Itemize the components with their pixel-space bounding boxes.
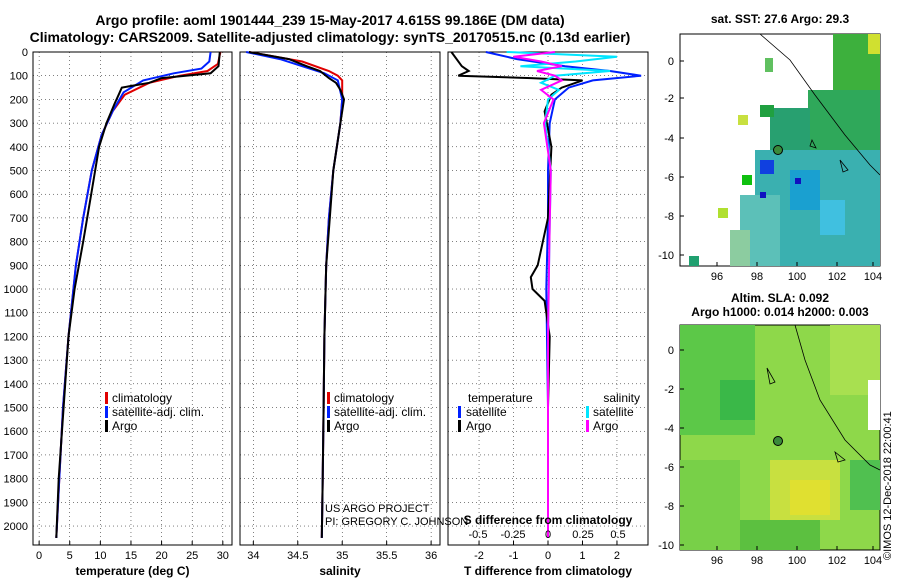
legend-swatch bbox=[327, 392, 330, 404]
x-tick-label: -1 bbox=[509, 550, 519, 562]
credit-line-2: PI: GREGORY C. JOHNSON bbox=[325, 516, 468, 528]
legend-swatch bbox=[105, 420, 108, 432]
series-line bbox=[450, 51, 583, 538]
top-tick-label: 0.25 bbox=[572, 529, 593, 541]
plot-frame bbox=[32, 51, 233, 546]
legend-swatch bbox=[586, 420, 589, 432]
legend-title: temperature bbox=[468, 391, 533, 405]
legend-label: climatology bbox=[334, 391, 394, 405]
copyright-stamp: ©IMOS 12-Dec-2018 22:00:41 bbox=[882, 411, 894, 560]
legend-label: satellite-adj. clim. bbox=[112, 405, 204, 419]
x-axis-label: temperature (deg C) bbox=[75, 564, 189, 578]
depth-tick-label: 300 bbox=[10, 118, 28, 130]
legend-label: Argo bbox=[593, 419, 619, 433]
temperature-panel: 0 5 10 15 20 25 30 temperature (deg C) climatolo… bbox=[32, 51, 233, 578]
top-axis-label: S difference from climatology bbox=[464, 513, 633, 527]
sst-map-title: sat. SST: 27.6 Argo: 29.3 bbox=[710, 12, 850, 26]
x-tick-label: 35 bbox=[336, 550, 348, 562]
top-tick-label: -0.25 bbox=[500, 529, 525, 541]
depth-tick-label: 1600 bbox=[4, 426, 28, 438]
difference-panel: -2 -1 0 1 2 T difference from climatology temp… bbox=[447, 51, 649, 578]
x-tick-label: 35.5 bbox=[376, 550, 397, 562]
depth-tick-label: 700 bbox=[10, 213, 28, 225]
depth-axis: 0 100 200 300 400 500 600 700 800 900 1000 1100 1200… bbox=[4, 47, 28, 533]
top-tick-label: 0.5 bbox=[610, 529, 625, 541]
x-tick-label: 0 bbox=[36, 550, 42, 562]
sla-map-title-2: Argo h1000: 0.014 h2000: 0.003 bbox=[691, 305, 869, 319]
x-tick-label: 15 bbox=[125, 550, 137, 562]
salinity-panel: 34 34.5 35 35.5 36 salinity climatologysatelli… bbox=[239, 51, 441, 578]
depth-tick-label: 1200 bbox=[4, 331, 28, 343]
depth-tick-label: 500 bbox=[10, 166, 28, 178]
series-line bbox=[55, 51, 221, 538]
top-tick-label: -0.5 bbox=[469, 529, 488, 541]
legend-swatch bbox=[458, 406, 461, 418]
depth-tick-label: 2000 bbox=[4, 521, 28, 533]
x-axis-label: salinity bbox=[319, 564, 361, 578]
depth-tick-label: 1700 bbox=[4, 450, 28, 462]
series-line bbox=[485, 51, 642, 538]
legend-swatch bbox=[586, 406, 589, 418]
depth-tick-label: 900 bbox=[10, 260, 28, 272]
legend-label: Argo bbox=[334, 419, 360, 433]
x-tick-label: 0 bbox=[545, 550, 551, 562]
depth-tick-label: 800 bbox=[10, 237, 28, 249]
legend-swatch bbox=[105, 392, 108, 404]
x-tick-label: 25 bbox=[186, 550, 198, 562]
top-tick-label: 0 bbox=[545, 529, 551, 541]
legend-swatch bbox=[327, 406, 330, 418]
legend-label: satellite-adj. clim. bbox=[334, 405, 426, 419]
x-tick-label: 34 bbox=[247, 550, 259, 562]
legend-label: satellite bbox=[466, 405, 507, 419]
legend-label: Argo bbox=[466, 419, 492, 433]
x-tick-label: 1 bbox=[579, 550, 585, 562]
x-tick-label: 20 bbox=[155, 550, 167, 562]
x-tick-label: 34.5 bbox=[287, 550, 308, 562]
plot-frame bbox=[239, 51, 441, 546]
depth-tick-label: 600 bbox=[10, 189, 28, 201]
x-axis-label: T difference from climatology bbox=[464, 564, 632, 578]
legend-swatch bbox=[458, 420, 461, 432]
legend-swatch bbox=[327, 420, 330, 432]
legend-label: climatology bbox=[112, 391, 172, 405]
chart-title: Argo profile: aoml 1901444_239 15-May-20… bbox=[95, 12, 565, 28]
depth-tick-label: 100 bbox=[10, 71, 28, 83]
series-line bbox=[248, 51, 346, 538]
depth-tick-label: 1900 bbox=[4, 497, 28, 509]
depth-tick-label: 1300 bbox=[4, 355, 28, 367]
sla-map-title-1: Altim. SLA: 0.092 bbox=[730, 291, 830, 305]
legend-label: satellite bbox=[593, 405, 634, 419]
depth-tick-label: 1800 bbox=[4, 474, 28, 486]
depth-tick-label: 1500 bbox=[4, 403, 28, 415]
x-tick-label: 30 bbox=[217, 550, 229, 562]
depth-tick-label: 400 bbox=[10, 142, 28, 154]
depth-tick-label: 1000 bbox=[4, 284, 28, 296]
depth-tick-label: 1100 bbox=[4, 308, 28, 320]
depth-tick-label: 200 bbox=[10, 94, 28, 106]
legend-swatch bbox=[105, 406, 108, 418]
depth-tick-label: 0 bbox=[22, 47, 28, 59]
series-line bbox=[513, 51, 564, 538]
credit-line-1: US ARGO PROJECT bbox=[325, 503, 430, 515]
chart-subtitle: Climatology: CARS2009. Satellite-adjuste… bbox=[29, 29, 631, 45]
x-tick-label: 5 bbox=[67, 550, 73, 562]
x-tick-label: 36 bbox=[425, 550, 437, 562]
legend-title: salinity bbox=[603, 391, 640, 405]
x-tick-label: 10 bbox=[94, 550, 106, 562]
x-tick-label: 2 bbox=[614, 550, 620, 562]
legend-label: Argo bbox=[112, 419, 138, 433]
x-tick-label: -2 bbox=[474, 550, 484, 562]
depth-tick-label: 1400 bbox=[4, 379, 28, 391]
